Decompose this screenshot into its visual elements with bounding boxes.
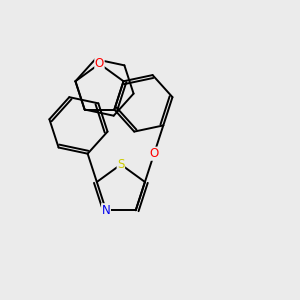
- Text: S: S: [117, 158, 124, 171]
- Text: N: N: [102, 204, 110, 217]
- Text: O: O: [95, 57, 104, 70]
- Text: O: O: [149, 147, 159, 160]
